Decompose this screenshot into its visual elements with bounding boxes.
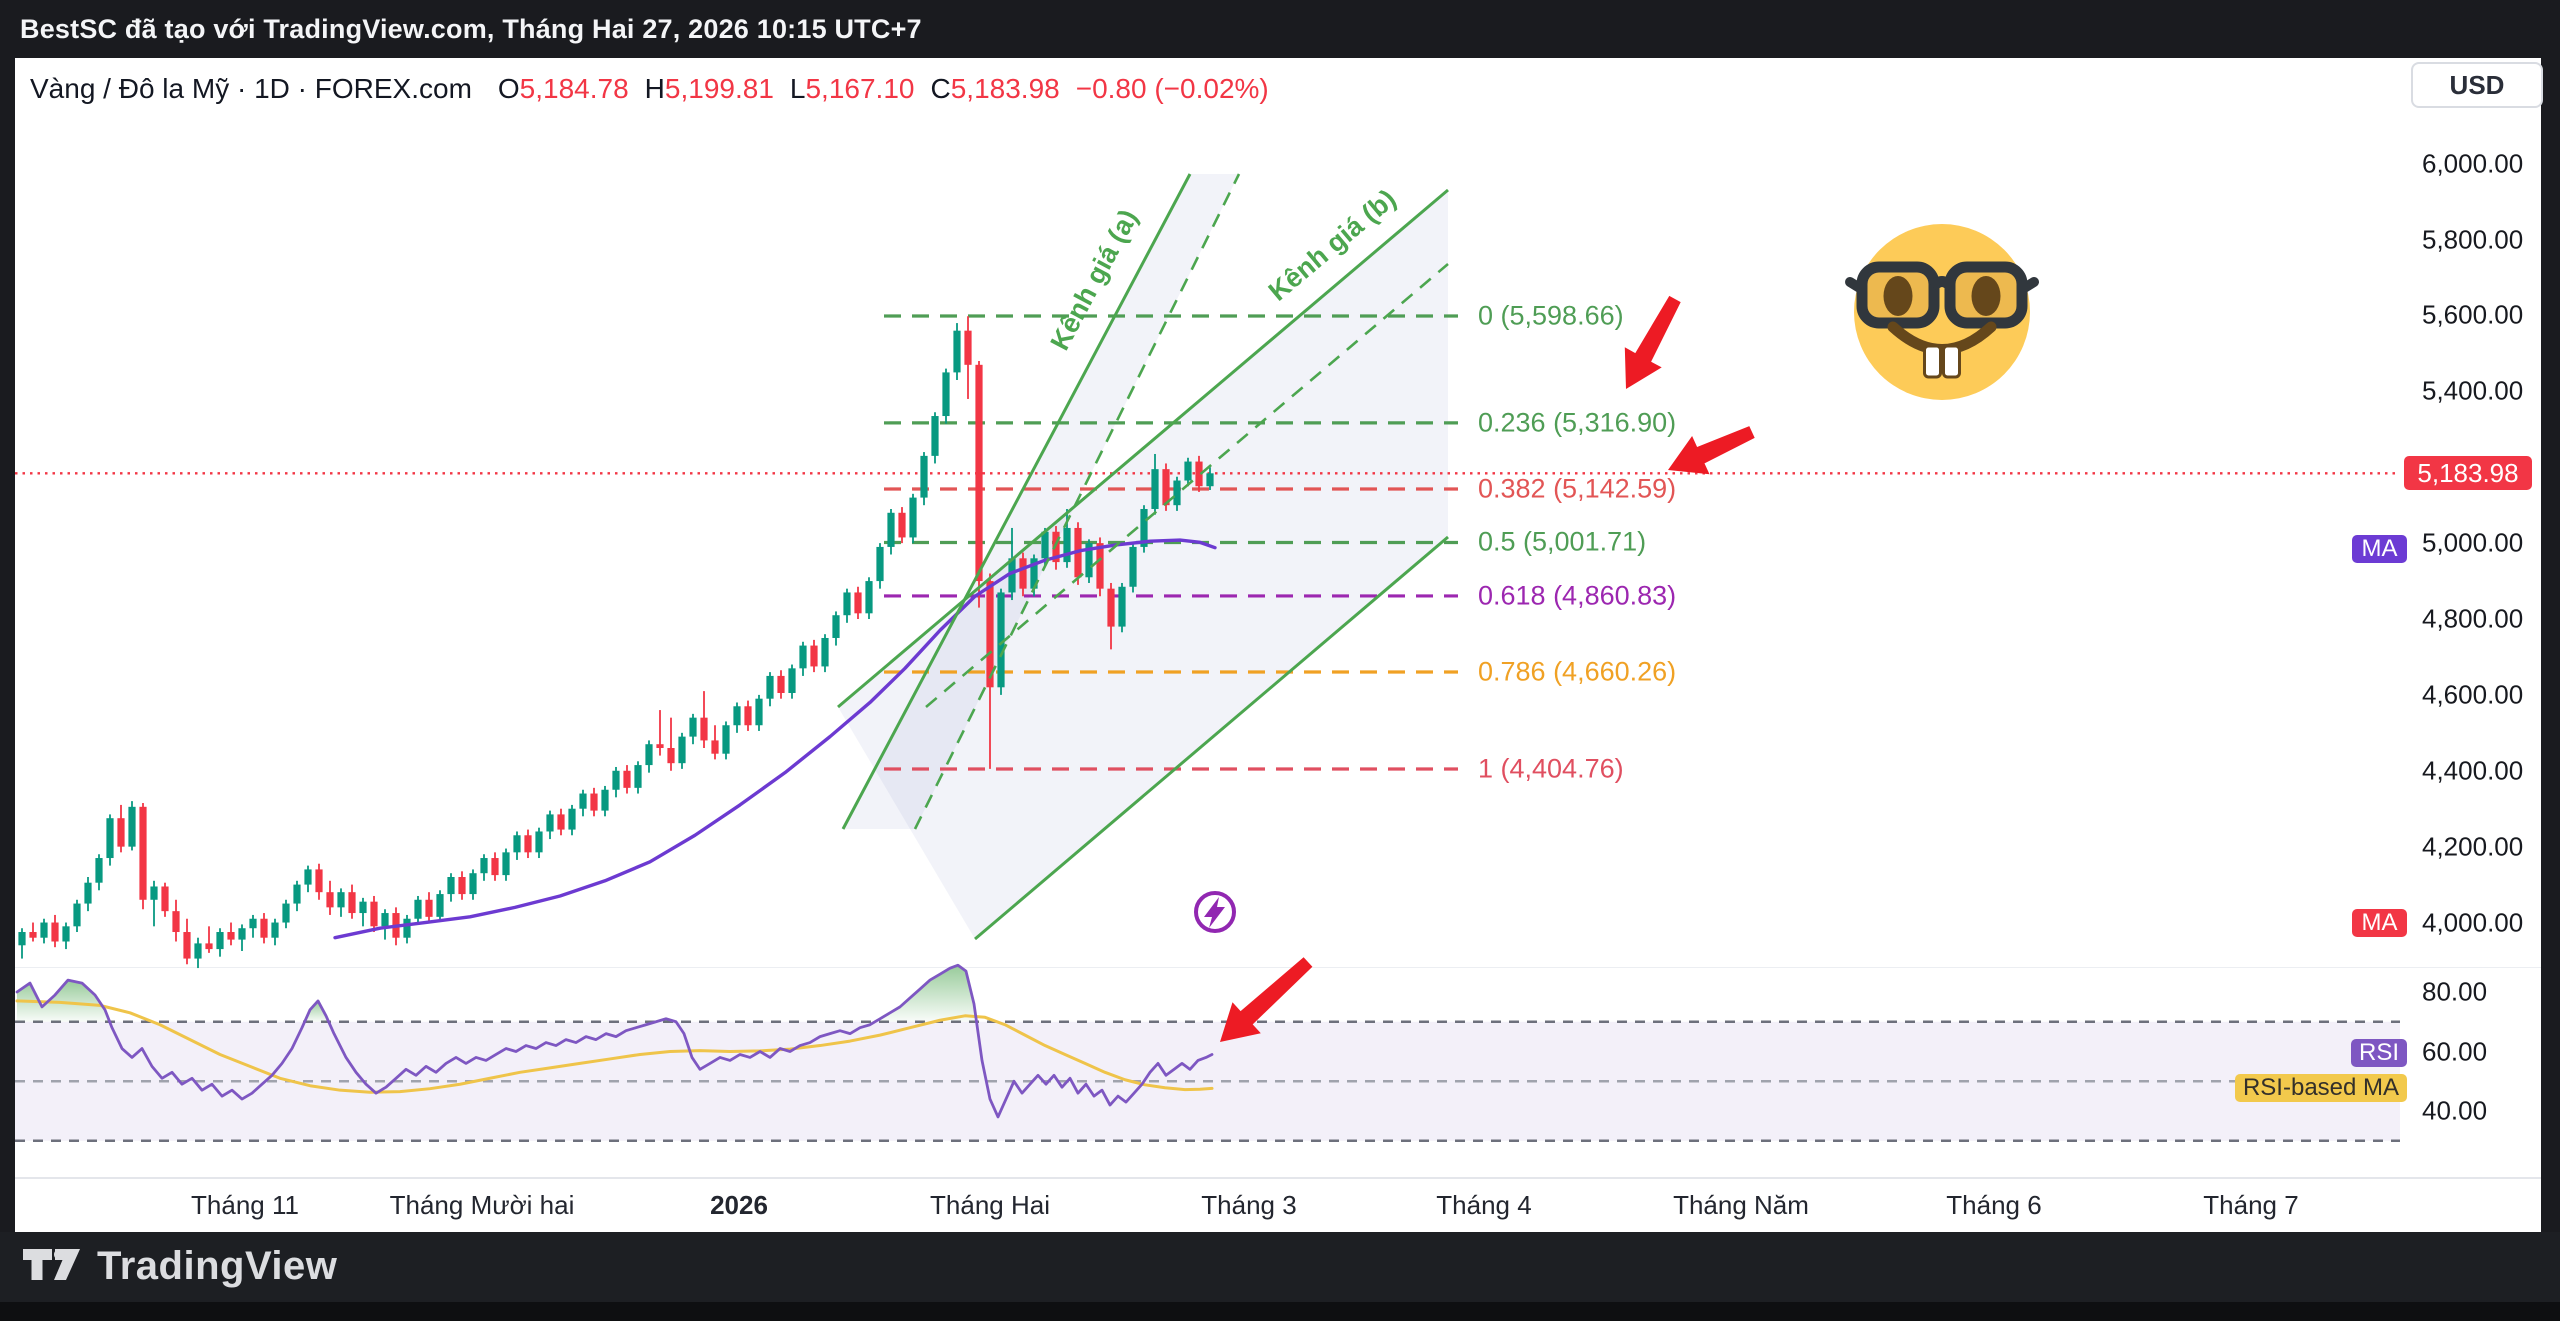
rsi-ma-badge: RSI-based MA xyxy=(2235,1074,2407,1103)
price-axis-label: 5,800.00 xyxy=(2422,224,2524,255)
time-axis-label: Tháng 6 xyxy=(1946,1190,2042,1220)
price-axis-label: 4,800.00 xyxy=(2422,603,2524,634)
ma-badge-0: MA xyxy=(2352,534,2407,563)
top-attribution-bar: BestSC đã tạo với TradingView.com, Tháng… xyxy=(0,0,2560,58)
fib-label-0.786: 0.786 (4,660.26) xyxy=(1478,656,1677,687)
price-axis-label: 4,600.00 xyxy=(2422,679,2524,710)
fib-label-0.236: 0.236 (5,316.90) xyxy=(1478,407,1677,438)
ohlc-low: L5,167.10 xyxy=(789,73,915,104)
ohlc-high: H5,199.81 xyxy=(644,73,774,104)
price-change: −0.80 (−0.02%) xyxy=(1075,73,1269,104)
fib-label-0.382: 0.382 (5,142.59) xyxy=(1478,473,1677,504)
symbol-header: Vàng / Đô la Mỹ · 1D · FOREX.com O5,184.… xyxy=(30,72,1269,106)
chart-canvas[interactable] xyxy=(15,58,2400,1168)
symbol-title[interactable]: Vàng / Đô la Mỹ · 1D · FOREX.com xyxy=(30,73,472,104)
price-axis-label: 4,000.00 xyxy=(2422,907,2524,938)
time-axis-label: Tháng 3 xyxy=(1201,1190,1297,1220)
ohlc-close: C5,183.98 xyxy=(930,73,1060,104)
ohlc-open: O5,184.78 xyxy=(497,73,629,104)
last-price-badge: 5,183.98 xyxy=(2404,456,2532,491)
tradingview-logo-icon xyxy=(23,1248,80,1280)
price-axis-label: 4,400.00 xyxy=(2422,755,2524,786)
rsi-axis-label: 60.00 xyxy=(2422,1036,2488,1066)
price-axis-label: 5,000.00 xyxy=(2422,527,2524,558)
currency-toggle-button[interactable]: USD xyxy=(2411,62,2543,108)
rsi-axis-label: 80.00 xyxy=(2422,976,2488,1007)
attribution-text: BestSC đã tạo với TradingView.com, Tháng… xyxy=(20,13,922,44)
time-axis-separator xyxy=(15,1177,2541,1179)
fib-label-1: 1 (4,404.76) xyxy=(1478,753,1624,784)
ma-badge-1: MA xyxy=(2352,908,2407,937)
time-axis-label: 2026 xyxy=(710,1190,768,1220)
price-axis-label: 5,400.00 xyxy=(2422,375,2524,406)
time-axis-label: Tháng 4 xyxy=(1436,1190,1532,1220)
fib-label-0.5: 0.5 (5,001.71) xyxy=(1478,526,1647,557)
rsi-badge: RSI xyxy=(2351,1038,2407,1067)
fib-label-0.618: 0.618 (4,860.83) xyxy=(1478,580,1677,611)
tradingview-logo-text: TradingView xyxy=(97,1244,338,1288)
time-axis-label: Tháng Năm xyxy=(1673,1190,1809,1220)
tradingview-logo[interactable]: TradingView xyxy=(23,1244,337,1289)
rsi-axis-label: 40.00 xyxy=(2422,1095,2488,1126)
time-axis-label: Tháng 7 xyxy=(2203,1190,2299,1220)
time-axis-label: Tháng 11 xyxy=(191,1190,299,1220)
fib-label-0: 0 (5,598.66) xyxy=(1478,300,1624,331)
footer-bottom-strip xyxy=(0,1302,2560,1321)
price-axis-label: 4,200.00 xyxy=(2422,831,2524,862)
time-axis-label: Tháng Hai xyxy=(930,1190,1050,1220)
time-axis-label: Tháng Mười hai xyxy=(389,1190,575,1220)
price-axis-label: 5,600.00 xyxy=(2422,299,2524,330)
price-axis-label: 6,000.00 xyxy=(2422,148,2524,179)
